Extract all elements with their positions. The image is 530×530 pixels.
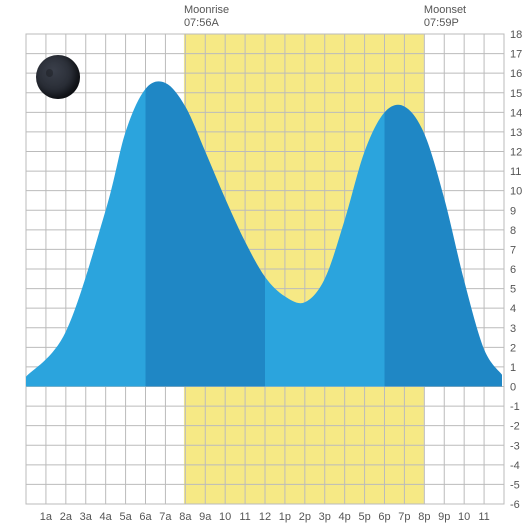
svg-text:11: 11 bbox=[510, 166, 521, 178]
svg-text:8a: 8a bbox=[179, 511, 192, 523]
svg-text:2p: 2p bbox=[299, 511, 311, 523]
svg-text:8p: 8p bbox=[418, 511, 430, 523]
svg-text:2a: 2a bbox=[60, 511, 73, 523]
tide-chart: -6-5-4-3-2-10123456789101112131415161718… bbox=[0, 0, 530, 530]
moonrise-time: 07:56A bbox=[184, 17, 219, 29]
svg-text:10: 10 bbox=[458, 511, 470, 523]
svg-text:1: 1 bbox=[510, 362, 516, 374]
svg-text:8: 8 bbox=[510, 225, 516, 237]
svg-text:0: 0 bbox=[510, 382, 516, 394]
svg-text:6a: 6a bbox=[139, 511, 152, 523]
svg-text:3: 3 bbox=[510, 323, 516, 335]
moonrise-text: Moonrise bbox=[184, 4, 229, 16]
svg-text:7: 7 bbox=[510, 244, 516, 256]
svg-text:11: 11 bbox=[478, 511, 489, 523]
svg-text:9p: 9p bbox=[438, 511, 450, 523]
svg-text:12: 12 bbox=[259, 511, 271, 523]
svg-text:14: 14 bbox=[510, 107, 522, 119]
svg-text:6p: 6p bbox=[378, 511, 390, 523]
svg-text:9: 9 bbox=[510, 205, 516, 217]
svg-text:6: 6 bbox=[510, 264, 516, 276]
svg-text:4p: 4p bbox=[339, 511, 351, 523]
svg-text:-5: -5 bbox=[510, 479, 520, 491]
svg-text:1p: 1p bbox=[279, 511, 291, 523]
svg-text:12: 12 bbox=[510, 147, 522, 159]
svg-text:4a: 4a bbox=[100, 511, 113, 523]
svg-text:5a: 5a bbox=[119, 511, 132, 523]
moonset-text: Moonset bbox=[424, 4, 466, 16]
svg-text:1a: 1a bbox=[40, 511, 53, 523]
moon-icon bbox=[36, 55, 80, 99]
svg-text:3a: 3a bbox=[80, 511, 93, 523]
svg-text:4: 4 bbox=[510, 303, 516, 315]
svg-text:13: 13 bbox=[510, 127, 522, 139]
svg-text:5: 5 bbox=[510, 284, 516, 296]
svg-text:2: 2 bbox=[510, 342, 516, 354]
svg-text:-4: -4 bbox=[510, 460, 520, 472]
svg-text:10: 10 bbox=[510, 186, 522, 198]
svg-text:-6: -6 bbox=[510, 499, 520, 511]
svg-text:17: 17 bbox=[510, 49, 522, 61]
svg-text:15: 15 bbox=[510, 88, 522, 100]
svg-text:5p: 5p bbox=[358, 511, 370, 523]
svg-text:-2: -2 bbox=[510, 421, 520, 433]
moonset-time: 07:59P bbox=[424, 17, 459, 29]
svg-text:3p: 3p bbox=[319, 511, 331, 523]
svg-text:18: 18 bbox=[510, 29, 522, 41]
svg-text:11: 11 bbox=[239, 511, 250, 523]
svg-text:-3: -3 bbox=[510, 440, 520, 452]
moonrise-label: Moonrise 07:56A bbox=[184, 4, 229, 30]
svg-text:16: 16 bbox=[510, 68, 522, 80]
moonset-label: Moonset 07:59P bbox=[424, 4, 466, 30]
svg-text:-1: -1 bbox=[510, 401, 520, 413]
svg-text:10: 10 bbox=[219, 511, 231, 523]
svg-text:7p: 7p bbox=[398, 511, 410, 523]
svg-text:7a: 7a bbox=[159, 511, 172, 523]
svg-text:9a: 9a bbox=[199, 511, 212, 523]
